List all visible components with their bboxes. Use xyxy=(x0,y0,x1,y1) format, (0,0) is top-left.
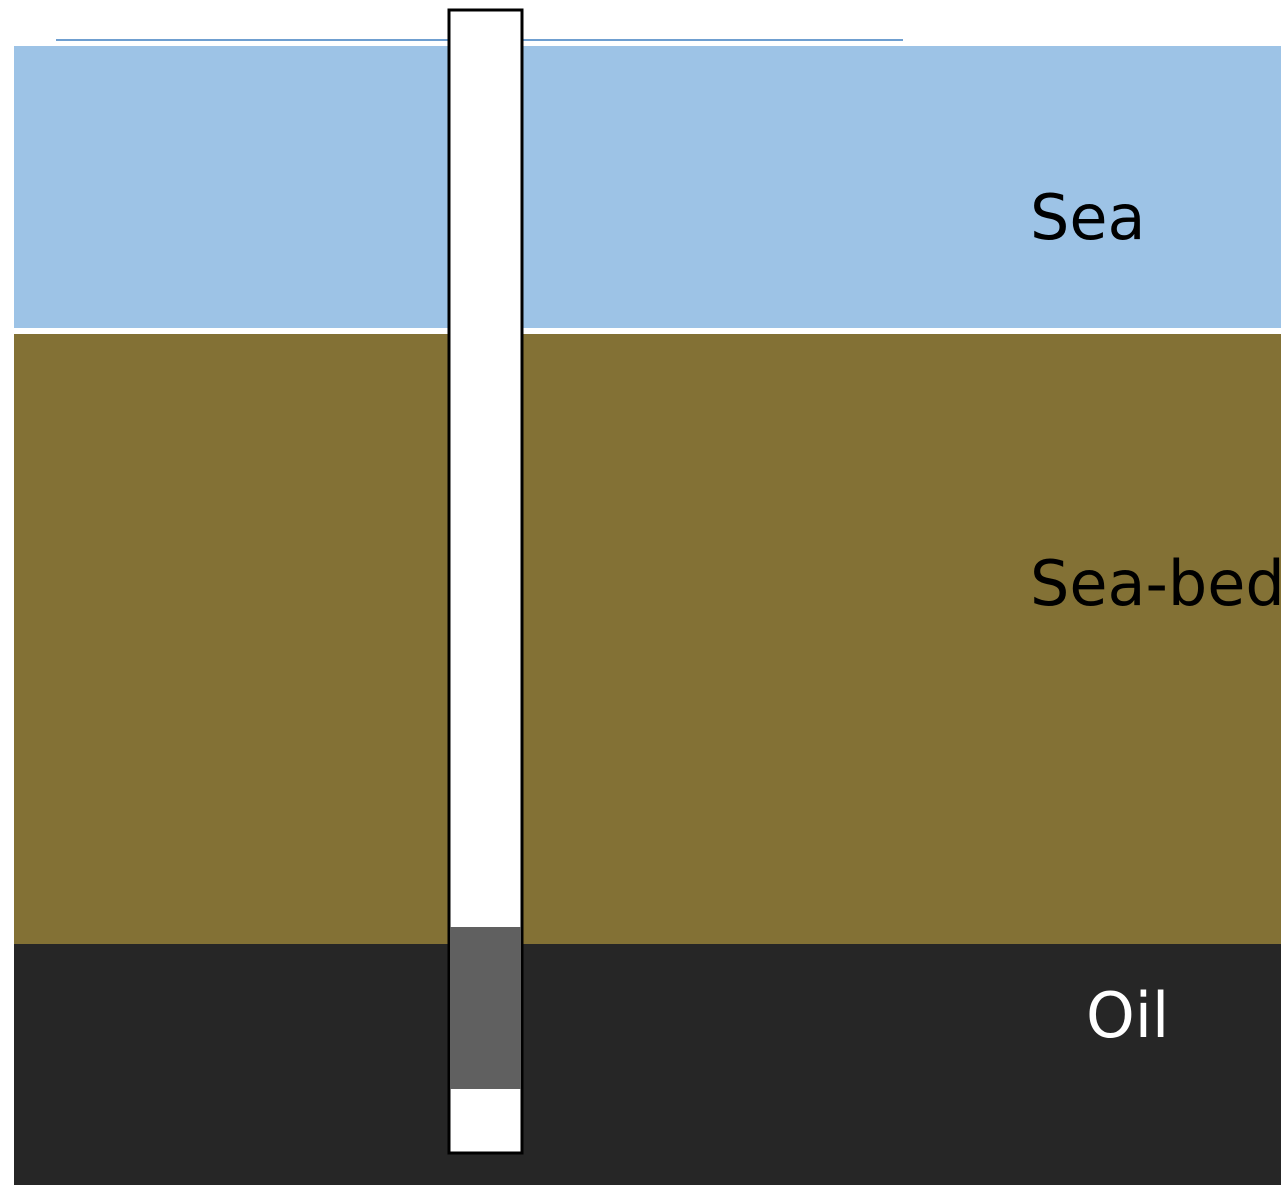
sea-label: Sea xyxy=(1030,181,1146,254)
well-plug xyxy=(450,927,521,1089)
seabed-label: Sea-bed xyxy=(1030,547,1281,620)
seabed-layer xyxy=(14,334,1281,944)
oil-layer xyxy=(14,944,1281,1185)
oil-label: Oil xyxy=(1086,979,1169,1052)
sea-layer xyxy=(14,46,1281,328)
